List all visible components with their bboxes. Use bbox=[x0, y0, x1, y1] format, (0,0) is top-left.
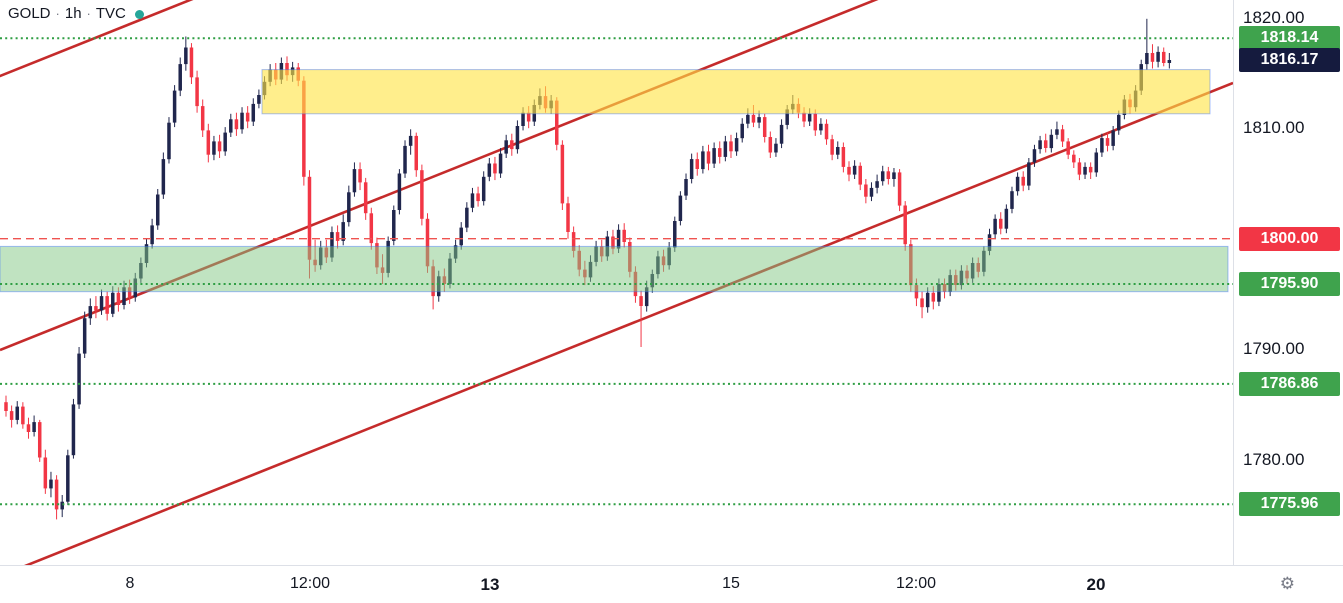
price-label: 1810.00 bbox=[1243, 118, 1305, 138]
resistance-zone bbox=[261, 69, 1211, 115]
price-label: 1820.00 bbox=[1243, 7, 1305, 27]
time-label: 12:00 bbox=[895, 575, 937, 592]
price-axis[interactable]: 1820.00 1810.00 1790.00 1780.00 1818.14 1816.… bbox=[1233, 0, 1343, 565]
interval-label[interactable]: 1h bbox=[64, 5, 82, 22]
exchange-label[interactable]: TVC bbox=[95, 5, 126, 22]
price-level-badge: 1795.90 bbox=[1239, 271, 1340, 296]
price-level-badge: 1800.00 bbox=[1239, 226, 1340, 251]
legend-separator: · bbox=[55, 6, 60, 21]
market-status-dot bbox=[134, 9, 144, 19]
last-price-badge: 1816.17 bbox=[1239, 48, 1340, 72]
price-level-badge: 1786.86 bbox=[1239, 371, 1340, 396]
legend-separator: · bbox=[86, 6, 91, 21]
price-label: 1790.00 bbox=[1243, 339, 1305, 359]
settings-icon[interactable]: ⚙ bbox=[1279, 574, 1295, 593]
time-label: 15 bbox=[722, 575, 740, 592]
level-lines bbox=[0, 37, 1233, 506]
price-label: 1780.00 bbox=[1243, 449, 1305, 469]
zones bbox=[0, 69, 1229, 293]
chart-canvas[interactable] bbox=[0, 0, 1233, 565]
time-label: 12:00 bbox=[289, 575, 331, 592]
symbol-legend: GOLD · 1h · TVC bbox=[8, 5, 144, 22]
time-label: 13 bbox=[480, 575, 500, 594]
symbol-name[interactable]: GOLD bbox=[8, 5, 51, 22]
price-level-badge: 1775.96 bbox=[1239, 492, 1340, 517]
time-axis[interactable]: ⚙ 8 12:00 13 15 12:00 20 bbox=[0, 565, 1343, 603]
time-label: 8 bbox=[125, 575, 135, 592]
price-chart-pane[interactable]: GOLD · 1h · TVC bbox=[0, 0, 1233, 565]
time-label: 20 bbox=[1086, 575, 1106, 594]
price-level-badge: 1818.14 bbox=[1239, 26, 1340, 51]
